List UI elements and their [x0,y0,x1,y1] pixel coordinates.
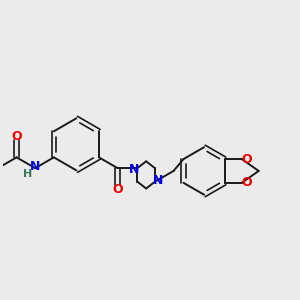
Text: O: O [242,176,252,189]
Text: N: N [30,160,40,173]
Text: N: N [153,174,164,187]
Text: O: O [242,153,252,166]
Text: O: O [112,183,123,196]
Text: N: N [129,163,139,176]
Text: H: H [23,169,32,179]
Text: O: O [11,130,22,143]
